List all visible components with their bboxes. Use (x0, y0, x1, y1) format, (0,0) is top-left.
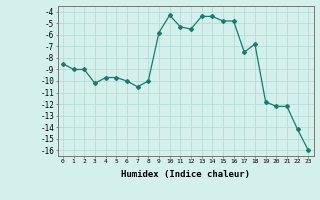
X-axis label: Humidex (Indice chaleur): Humidex (Indice chaleur) (121, 170, 250, 179)
